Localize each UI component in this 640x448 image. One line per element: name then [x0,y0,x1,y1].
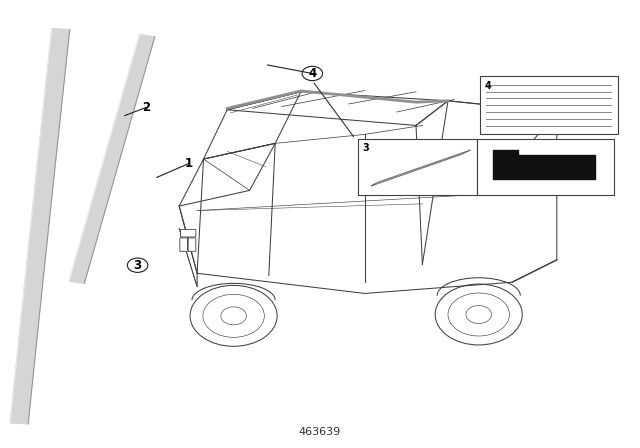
Polygon shape [10,29,70,424]
Polygon shape [493,150,595,168]
Polygon shape [69,35,155,283]
Bar [477,139,614,195]
Bar [358,139,477,195]
Text: 3: 3 [134,258,141,272]
Text: 3: 3 [362,143,369,153]
Polygon shape [371,150,470,186]
Text: 4: 4 [308,67,316,80]
Text: 1: 1 [185,157,193,170]
FancyBboxPatch shape [180,229,196,237]
Bar [480,76,618,134]
Text: 463639: 463639 [299,427,341,437]
Polygon shape [493,168,595,179]
Text: 4: 4 [485,81,492,90]
Text: 2: 2 [142,101,150,114]
FancyBboxPatch shape [180,238,188,251]
FancyBboxPatch shape [188,238,196,251]
